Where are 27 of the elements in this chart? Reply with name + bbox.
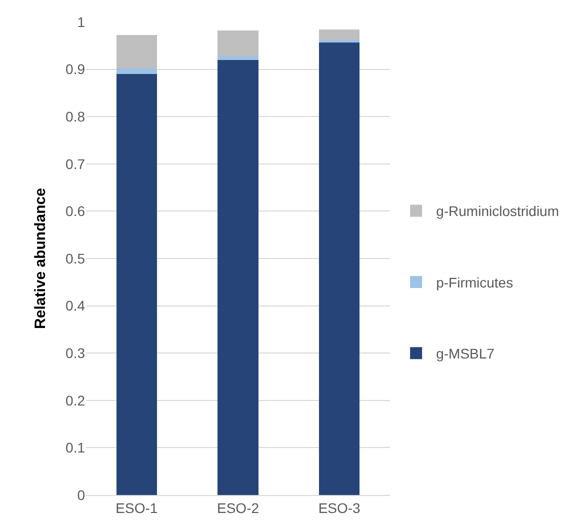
bar: [116, 74, 157, 495]
x-tick-label: ESO-2: [216, 500, 260, 516]
y-tick-label: 0.2: [66, 392, 86, 408]
bar: [218, 56, 258, 60]
y-tick-label: 0.9: [66, 61, 86, 78]
bar: [319, 30, 360, 40]
y-tick-label: 0.7: [66, 156, 86, 172]
legend-label: p-Firmicutes: [436, 274, 514, 290]
y-tick-label: 0.4: [66, 298, 86, 314]
bar: [116, 68, 157, 74]
bar: [116, 35, 157, 68]
x-tick-label: ESO-3: [318, 500, 361, 516]
bar: [218, 30, 258, 56]
legend-label: g-MSBL7: [436, 346, 495, 362]
y-tick-label: 0: [77, 486, 86, 503]
bar: [319, 42, 360, 495]
y-tick-label: 0.3: [66, 345, 86, 361]
y-tick-label: 1: [77, 14, 86, 30]
y-axis-title: Relative abundance: [32, 188, 49, 329]
y-tick-label: 0.6: [66, 203, 86, 220]
legend-label: g-Ruminiclostridium: [436, 203, 559, 220]
bar: [319, 40, 360, 42]
y-tick-label: 0.8: [66, 108, 86, 124]
bar: [218, 60, 258, 495]
y-tick-label: 0.5: [66, 250, 86, 266]
x-tick-label: ESO-1: [116, 500, 158, 516]
y-tick-label: 0.1: [66, 440, 86, 456]
